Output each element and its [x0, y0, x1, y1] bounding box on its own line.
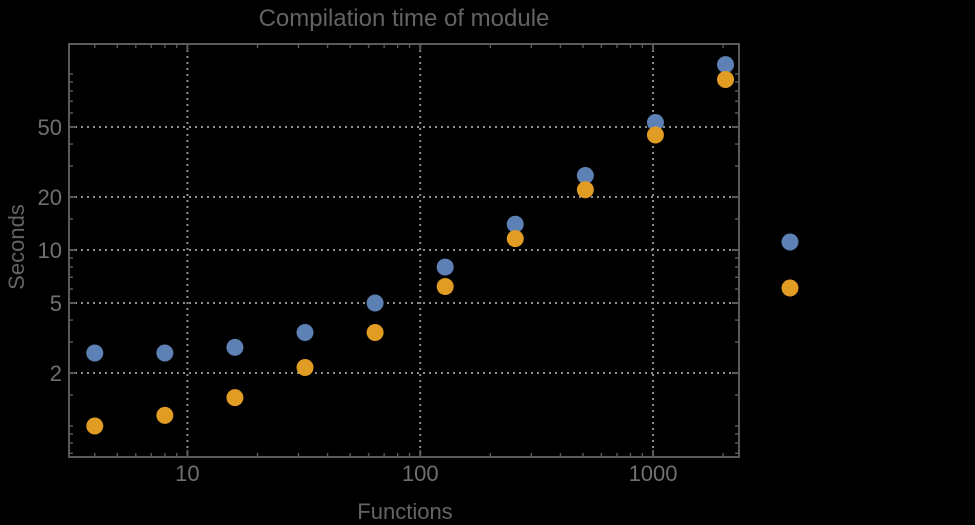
plot-frame	[68, 43, 740, 458]
legend-marker-2	[781, 279, 799, 297]
data-point-blue-x128	[436, 258, 454, 276]
x-tick-label-100: 100	[402, 461, 439, 486]
data-point-blue-x4	[86, 344, 104, 362]
data-point-blue-x2048	[717, 56, 735, 74]
data-point-orange-x8	[156, 406, 174, 424]
y-axis-label: Seconds	[4, 204, 29, 290]
data-point-orange-x2048	[717, 71, 735, 89]
y-tick-label-5: 5	[50, 291, 62, 316]
data-point-orange-x1024	[646, 126, 664, 144]
data-point-blue-x16	[226, 338, 244, 356]
x-tick-label-1000: 1000	[629, 461, 678, 486]
data-point-blue-x1024	[646, 114, 664, 132]
y-tick-label-2: 2	[50, 361, 62, 386]
data-point-orange-x128	[436, 278, 454, 296]
data-point-blue-x64	[366, 294, 384, 312]
y-tick-label-50: 50	[38, 115, 62, 140]
data-point-orange-x4	[86, 417, 104, 435]
data-point-orange-x32	[296, 359, 314, 377]
data-point-orange-x256	[506, 230, 524, 248]
y-tick-label-20: 20	[38, 185, 62, 210]
data-point-orange-x512	[576, 181, 594, 199]
data-point-blue-x8	[156, 344, 174, 362]
x-axis-label: Functions	[357, 499, 453, 524]
data-point-orange-x16	[226, 389, 244, 407]
data-point-blue-x32	[296, 323, 314, 341]
x-tick-label-10: 10	[175, 461, 199, 486]
data-point-blue-x256	[506, 215, 524, 233]
y-tick-label-10: 10	[38, 238, 62, 263]
legend-marker-1	[781, 233, 799, 251]
data-point-orange-x64	[366, 323, 384, 341]
data-point-blue-x512	[576, 167, 594, 185]
chart-title: Compilation time of module	[258, 5, 550, 32]
